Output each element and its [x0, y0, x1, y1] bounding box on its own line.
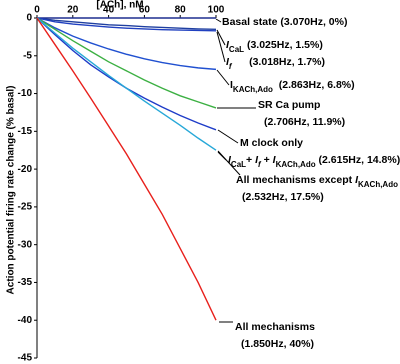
x-tick-label: 100 — [208, 5, 225, 16]
annotation-part: (1.850Hz, 40%) — [241, 338, 314, 350]
annotation-arrow — [217, 150, 241, 176]
annotation-part: + — [261, 154, 273, 166]
annotation-arrow — [216, 29, 226, 46]
y-tick-label: -45 — [18, 353, 33, 364]
annotation-part: (2.532Hz, 17.5%) — [242, 191, 324, 203]
y-tick-label: -10 — [18, 88, 33, 99]
annotation: ICaL (3.025Hz, 1.5%) — [226, 39, 323, 54]
annotation-part: I — [273, 154, 277, 166]
x-tick-label: 0 — [34, 5, 40, 16]
annotation: All mechanisms — [235, 321, 315, 333]
y-tick-label: -25 — [18, 202, 33, 213]
x-tick-label: 80 — [175, 5, 187, 16]
annotation: IKACh,Ado (2.863Hz, 6.8%) — [230, 79, 355, 94]
annotation: Basal state (3.070Hz, 0%) — [222, 16, 347, 28]
annotation-part: I — [230, 79, 233, 91]
series-line — [36, 17, 217, 31]
annotation-arrow — [215, 18, 222, 23]
annotation-part: (3.018Hz, 1.7%) — [232, 56, 325, 68]
annotation-part: I — [226, 39, 230, 51]
y-tick-label: -35 — [18, 277, 33, 288]
annotation-part: SR Ca pump — [258, 99, 320, 111]
annotation-part: CaL — [229, 45, 244, 54]
annotation-part: f — [229, 62, 233, 71]
annotation: ICaL+ If + IKACh,Ado (2.615Hz, 14.8%) — [228, 154, 400, 169]
x-tick-label: 20 — [67, 5, 79, 16]
annotation-part: I — [255, 154, 259, 166]
annotation-part: M clock only — [240, 137, 303, 149]
annotation-arrow — [216, 31, 226, 63]
annotation: If (3.018Hz, 1.7%) — [226, 56, 325, 71]
y-tick-label: -20 — [18, 164, 33, 175]
annotation-part: (3.025Hz, 1.5%) — [244, 39, 323, 51]
y-tick-label: -30 — [18, 239, 33, 250]
annotation: All mechanisms except IKACh,Ado — [236, 174, 398, 189]
annotation-part: + — [246, 154, 255, 166]
y-tick-label: -5 — [23, 50, 32, 61]
x-axis-label: [ACh], nM — [96, 0, 143, 11]
annotation: (2.706Hz, 11.9%) — [264, 116, 345, 128]
y-tick-label: 0 — [26, 13, 32, 24]
annotation-part: (2.615Hz, 14.8%) — [316, 154, 400, 166]
series-line — [36, 17, 217, 71]
series-line — [36, 17, 217, 151]
series-line — [36, 17, 217, 321]
annotation-arrow — [217, 129, 239, 144]
annotation-part: All mechanisms except — [236, 174, 355, 186]
x-tick-label: 40 — [103, 5, 115, 16]
annotation-part: f — [258, 160, 262, 169]
annotation-part: I — [355, 174, 359, 186]
annotation-part: (2.706Hz, 11.9%) — [264, 116, 345, 128]
annotation-part: Basal state (3.070Hz, 0%) — [222, 16, 347, 28]
annotation-part: KACh,Ado — [233, 85, 273, 94]
y-tick-label: -40 — [18, 315, 33, 326]
annotation: (1.850Hz, 40%) — [241, 338, 314, 350]
x-tick-label: 60 — [139, 5, 151, 16]
annotation-part: All mechanisms — [235, 321, 315, 333]
y-tick-label: -15 — [18, 126, 33, 137]
annotation-part: I — [226, 56, 230, 68]
annotation-part: CaL — [231, 160, 246, 169]
annotation: SR Ca pump — [258, 99, 320, 111]
annotation: M clock only — [240, 137, 303, 149]
y-axis-label: Action potential firing rate change (% b… — [6, 86, 17, 295]
annotation-part: I — [228, 154, 232, 166]
series-line — [36, 17, 217, 109]
annotation: (2.532Hz, 17.5%) — [242, 191, 324, 203]
annotation-part: (2.863Hz, 6.8%) — [273, 79, 355, 91]
annotation-part: KACh,Ado — [276, 160, 316, 169]
annotation-arrow — [216, 69, 230, 86]
series-line — [36, 17, 217, 32]
annotation-part: KACh,Ado — [358, 180, 398, 189]
